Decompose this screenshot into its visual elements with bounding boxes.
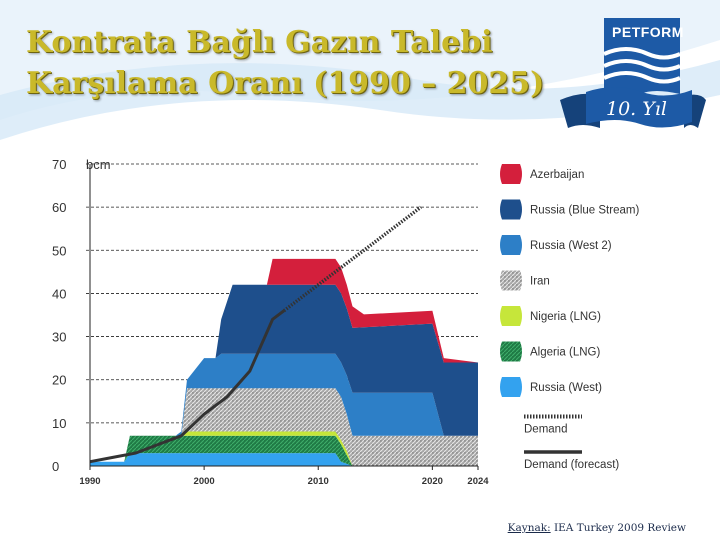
slide-title-line2: Karşılama Oranı (1990 – 2025) (26, 66, 545, 101)
x-tick-label: 2024 (467, 476, 489, 487)
legend-label-iran: Iran (530, 276, 550, 288)
source-label: Kaynak: (507, 522, 551, 534)
legend-swatch-russia-blue-stream (500, 199, 522, 220)
source-text: IEA Turkey 2009 Review (550, 522, 686, 534)
y-tick-label: 20 (52, 373, 66, 388)
legend-swatch-iran (500, 270, 522, 291)
legend-swatch-russia-west (500, 377, 522, 397)
legend-label-azerbaijan: Azerbaijan (530, 169, 584, 181)
demand-line (89, 309, 285, 464)
legend: Azerbaijan Russia (Blue Stream) Russia (We… (500, 164, 639, 471)
legend-label-demand-forecast: Demand (forecast) (524, 459, 619, 471)
legend-swatch-azerbaijan (500, 164, 522, 184)
area-russia-blue-stream- (90, 284, 478, 462)
legend-label-nigeria-lng: Nigeria (LNG) (530, 311, 601, 323)
legend-swatch-nigeria-lng (500, 306, 522, 326)
y-tick-label: 60 (52, 200, 66, 215)
legend-swatch-algeria-lng (500, 341, 522, 362)
x-tick-label: 2020 (422, 476, 443, 487)
area-russia-west- (90, 453, 478, 466)
legend-label-russia-west-2: Russia (West 2) (530, 240, 612, 252)
legend-label-russia-west: Russia (West) (530, 382, 602, 394)
y-tick-label: 30 (52, 330, 66, 345)
x-tick-label: 2000 (194, 476, 215, 487)
chart-panel: 0 10 20 30 40 50 60 70 bcm 1990 2000 2010 2020 2024 A… (28, 140, 686, 518)
slide-title-line1: Kontrata Bağlı Gazın Talebi (26, 25, 493, 60)
x-tick-label: 2010 (308, 476, 329, 487)
y-unit-label: bcm (86, 157, 111, 172)
y-tick-label: 40 (52, 286, 66, 301)
y-tick-label: 50 (52, 243, 66, 258)
x-tick-label: 1990 (79, 476, 100, 487)
legend-label-russia-blue-stream: Russia (Blue Stream) (530, 205, 639, 217)
area-algeria-lng- (90, 435, 478, 466)
logo-anniversary: 10. Yıl (606, 98, 667, 120)
demand-lines (89, 205, 422, 464)
area-russia-west-2- (90, 353, 478, 462)
legend-label-algeria-lng: Algeria (LNG) (530, 347, 600, 359)
area-series (90, 258, 478, 466)
area-iran (90, 388, 478, 466)
legend-swatch-russia-west-2 (500, 235, 522, 255)
legend-label-demand: Demand (524, 424, 567, 436)
petform-logo-icon (560, 18, 706, 128)
y-tick-label: 70 (52, 157, 66, 172)
y-tick-label: 0 (52, 459, 59, 474)
supply-demand-chart: 0 10 20 30 40 50 60 70 bcm 1990 2000 2010 2020 2024 A… (52, 157, 639, 487)
y-tick-label: 10 (52, 416, 66, 431)
slide-title: Kontrata Bağlı Gazın Talebi Karşılama Or… (26, 22, 586, 104)
petform-logo: PETFORM 10. Yıl (556, 14, 706, 136)
source-note: Kaynak: IEA Turkey 2009 Review (508, 522, 686, 534)
logo-wordmark: PETFORM (612, 24, 684, 40)
axes: 0 10 20 30 40 50 60 70 bcm 1990 2000 2010 2020 2024 (52, 157, 489, 487)
